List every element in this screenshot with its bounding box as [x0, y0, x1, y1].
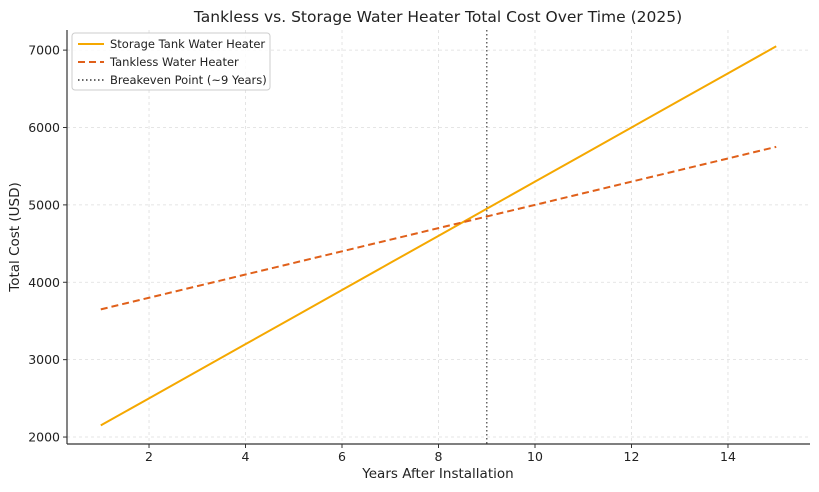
y-tick-label: 4000	[28, 275, 60, 290]
y-tick-label: 3000	[28, 352, 60, 367]
x-tick-label: 10	[527, 449, 543, 464]
legend-label: Storage Tank Water Heater	[110, 37, 265, 51]
x-tick-label: 2	[145, 449, 153, 464]
legend-label: Breakeven Point (~9 Years)	[110, 73, 267, 87]
x-tick-label: 12	[624, 449, 640, 464]
y-tick-label: 7000	[28, 43, 60, 58]
grid	[67, 30, 810, 444]
x-tick-label: 8	[435, 449, 443, 464]
y-tick-label: 5000	[28, 197, 60, 212]
x-tick-label: 6	[338, 449, 346, 464]
plot-lines	[100, 30, 777, 444]
x-tick-label: 4	[242, 449, 250, 464]
x-axis-label: Years After Installation	[361, 466, 513, 482]
series-line-1	[100, 145, 777, 311]
legend-label: Tankless Water Heater	[109, 55, 239, 69]
y-axis-label: Total Cost (USD)	[7, 182, 23, 293]
legend-box	[71, 32, 271, 91]
y-tick-label: 2000	[28, 430, 60, 445]
x-tick-label: 14	[720, 449, 736, 464]
y-tick-label: 6000	[28, 120, 60, 135]
legend: Storage Tank Water Heater Tankless Water …	[71, 32, 271, 91]
series-line-0	[100, 45, 777, 427]
axes: 2 4 6 8 10 12 14 2000 3000 4000 5000 6000 7000	[28, 30, 810, 464]
chart-title: Tankless vs. Storage Water Heater Total …	[193, 8, 682, 26]
